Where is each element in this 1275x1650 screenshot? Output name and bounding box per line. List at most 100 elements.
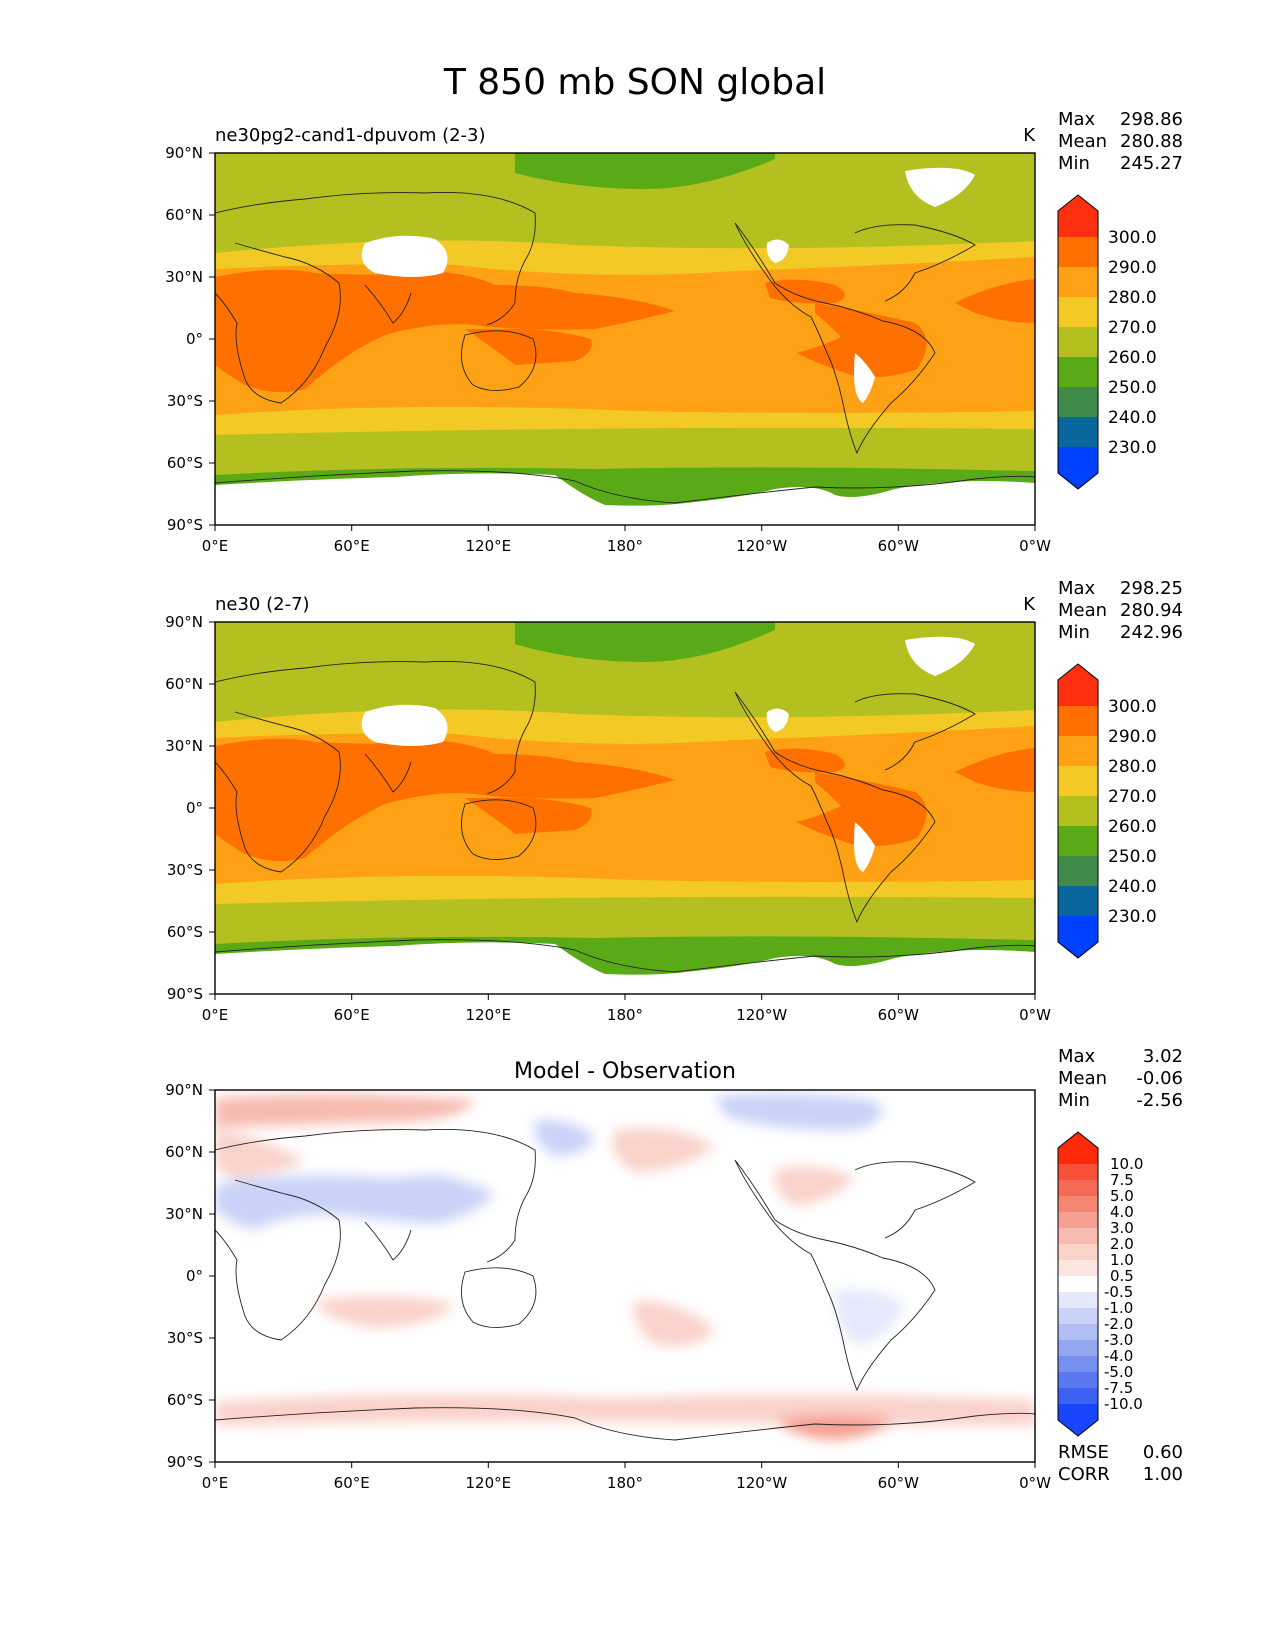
- colorbar-swatch: [1058, 1324, 1098, 1340]
- panel-2-xtick-label: 0°E: [202, 1006, 229, 1024]
- colorbar-swatch: [1058, 267, 1098, 297]
- panel-2-ytick-label: 90°N: [165, 613, 203, 631]
- panel-2-ytick-label: 30°S: [167, 861, 203, 879]
- colorbar-swatch: [1058, 1228, 1098, 1244]
- highland-andes: [854, 822, 875, 872]
- stat-min-value: 245.27: [1120, 153, 1183, 174]
- panel-1-xtick-label: 0°W: [1019, 537, 1051, 555]
- colorbar-label: 270.0: [1108, 787, 1157, 807]
- band-290-africa-indian: [215, 738, 675, 862]
- stat-max-value: 298.86: [1120, 109, 1183, 130]
- colorbar-swatch: [1058, 1356, 1098, 1372]
- band-290-africa-indian: [215, 269, 675, 393]
- band-250-north: [515, 622, 775, 662]
- colorbar-label: 3.0: [1110, 1219, 1134, 1237]
- colorbar-swatch: [1058, 706, 1098, 736]
- diff-warm-southern-ocean: [215, 1393, 1035, 1426]
- metric-corr-label: CORR: [1058, 1464, 1110, 1485]
- colorbar-extend-bottom: [1058, 1404, 1098, 1436]
- highland-tibet: [361, 704, 448, 746]
- diff-cold-alaska: [715, 1093, 882, 1131]
- colorbar-label: 2.0: [1110, 1235, 1134, 1253]
- colorbar-swatch: [1058, 886, 1098, 916]
- colorbar-label: 280.0: [1108, 757, 1157, 777]
- colorbar-label: 7.5: [1110, 1171, 1134, 1189]
- stat-mean-label: Mean: [1058, 131, 1107, 152]
- panel-2-ytick-label: 30°N: [165, 737, 203, 755]
- colorbar-swatch: [1058, 1212, 1098, 1228]
- colorbar-outline: [1057, 1131, 1099, 1437]
- panel-2-ytick-label: 60°S: [167, 923, 203, 941]
- stat-mean-value: -0.06: [1136, 1068, 1183, 1089]
- panel-1-units: K: [1023, 125, 1036, 146]
- panel-3-ytick-label: 90°S: [167, 1453, 203, 1471]
- stat-mean-value: 280.94: [1120, 600, 1183, 621]
- antarctica-white: [215, 473, 1035, 525]
- colorbar-label: -1.0: [1104, 1299, 1133, 1317]
- colorbar-label: 0.5: [1110, 1267, 1134, 1285]
- colorbar-swatch: [1058, 1276, 1098, 1292]
- figure-title: T 850 mb SON global: [443, 62, 826, 103]
- colorbar-swatch: [1058, 1388, 1098, 1404]
- panel-2-xtick-label: 180°: [607, 1006, 643, 1024]
- colorbar-swatch: [1058, 856, 1098, 886]
- colorbar-swatch: [1058, 1308, 1098, 1324]
- panel-3-xtick-label: 120°W: [736, 1474, 787, 1492]
- colorbar-extend-bottom: [1058, 916, 1098, 958]
- panel-2-title: ne30 (2-7): [215, 594, 310, 615]
- highland-andes: [854, 353, 875, 403]
- diff-cold-samerica: [834, 1289, 905, 1346]
- colorbar-extend-top: [1058, 1132, 1098, 1164]
- colorbar-swatch: [1058, 1292, 1098, 1308]
- colorbar-label: 260.0: [1108, 817, 1157, 837]
- diff-warm-na: [774, 1166, 855, 1206]
- panel-3-xtick-label: 60°E: [334, 1474, 370, 1492]
- diff-cold-siberia: [534, 1119, 595, 1156]
- panel-1-ytick-label: 30°S: [167, 392, 203, 410]
- panel-2-xtick-label: 60°E: [334, 1006, 370, 1024]
- panel-3-ytick-label: 60°N: [165, 1143, 203, 1161]
- colorbar-label: 300.0: [1108, 697, 1157, 717]
- panel-2-xtick-label: 120°E: [465, 1006, 511, 1024]
- diff-warm-arctic: [215, 1094, 475, 1128]
- metric-rmse-value: 0.60: [1143, 1442, 1183, 1463]
- stat-min-label: Min: [1058, 153, 1090, 174]
- panel-1-xtick-label: 60°W: [878, 537, 920, 555]
- panel-1-xticks: 0°E 60°E 120°E 180° 120°W 60°W 0°W: [202, 525, 1051, 555]
- colorbar-label: 5.0: [1110, 1187, 1134, 1205]
- colorbar-extend-bottom: [1058, 447, 1098, 489]
- colorbar-outline: [1057, 663, 1099, 959]
- panel-1: ne30pg2-cand1-dpuvom (2-3) K: [165, 109, 1183, 555]
- stat-min-label: Min: [1058, 1090, 1090, 1111]
- stat-min-value: -2.56: [1136, 1090, 1183, 1111]
- colorbar-label: 1.0: [1110, 1251, 1134, 1269]
- highland-tibet: [361, 235, 448, 277]
- colorbar-swatch: [1058, 297, 1098, 327]
- coastline-australia: [460, 1267, 537, 1328]
- panel-2-map: [215, 622, 1035, 994]
- stat-max-value: 3.02: [1143, 1046, 1183, 1067]
- panel-3-ytick-label: 90°N: [165, 1081, 203, 1099]
- panel-3-map: [215, 1090, 1035, 1462]
- diff-warm-europe: [215, 1130, 305, 1178]
- stat-min-value: 242.96: [1120, 622, 1183, 643]
- colorbar-swatch: [1058, 1260, 1098, 1276]
- panel-1-ytick-label: 90°N: [165, 144, 203, 162]
- coastline-australia: [460, 799, 537, 860]
- band-250-north: [515, 153, 775, 189]
- panel-1-colorbar: 300.0 290.0 280.0 270.0 260.0 250.0 240.…: [1057, 194, 1157, 490]
- diff-warm-antarctica: [775, 1415, 895, 1440]
- colorbar-label: 240.0: [1108, 408, 1157, 428]
- stat-max-value: 298.25: [1120, 578, 1183, 599]
- metric-corr-value: 1.00: [1143, 1464, 1183, 1485]
- panel-2-xtick-label: 0°W: [1019, 1006, 1051, 1024]
- colorbar-swatch: [1058, 327, 1098, 357]
- panel-1-xtick-label: 60°E: [334, 537, 370, 555]
- colorbar-label: 260.0: [1108, 348, 1157, 368]
- panel-3-xtick-label: 0°W: [1019, 1474, 1051, 1492]
- colorbar-swatch: [1058, 826, 1098, 856]
- stat-mean-label: Mean: [1058, 1068, 1107, 1089]
- colorbar-swatch: [1058, 387, 1098, 417]
- panel-2-xtick-label: 60°W: [878, 1006, 920, 1024]
- coastline-eurasia: [215, 1129, 536, 1341]
